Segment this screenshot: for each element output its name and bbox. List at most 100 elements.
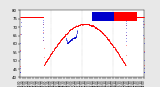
Point bbox=[82, 23, 84, 25]
Point bbox=[88, 24, 90, 25]
Point bbox=[46, 58, 49, 60]
Point bbox=[78, 24, 81, 25]
Point bbox=[43, 64, 46, 65]
Point bbox=[57, 42, 60, 44]
Point bbox=[82, 24, 84, 25]
Point bbox=[54, 46, 57, 48]
Point bbox=[62, 36, 65, 37]
Point bbox=[54, 47, 57, 48]
Point bbox=[70, 28, 73, 29]
Point bbox=[82, 23, 85, 25]
Point bbox=[87, 24, 89, 25]
Point bbox=[103, 34, 105, 35]
Point bbox=[33, 16, 36, 18]
Point bbox=[75, 25, 78, 26]
Point bbox=[90, 25, 92, 26]
Point bbox=[120, 57, 122, 59]
Point bbox=[136, 16, 138, 18]
Point bbox=[101, 32, 104, 33]
Point bbox=[126, 16, 128, 18]
Point bbox=[79, 24, 81, 25]
Point bbox=[126, 16, 129, 18]
Point bbox=[139, 16, 141, 18]
Point bbox=[29, 16, 31, 18]
Point bbox=[60, 38, 63, 40]
Point bbox=[72, 27, 74, 28]
Point bbox=[72, 27, 74, 28]
Point bbox=[72, 27, 75, 28]
Point bbox=[89, 24, 92, 25]
Point bbox=[75, 25, 78, 27]
Point bbox=[74, 26, 77, 27]
Point bbox=[76, 25, 79, 27]
Point bbox=[107, 39, 109, 40]
Point bbox=[119, 56, 121, 57]
Point bbox=[48, 56, 51, 57]
Point bbox=[84, 23, 86, 25]
Point bbox=[101, 32, 103, 33]
Point bbox=[63, 36, 66, 37]
Point bbox=[26, 16, 28, 18]
Point bbox=[60, 38, 63, 39]
Point bbox=[45, 60, 48, 62]
Point bbox=[57, 42, 60, 44]
Point bbox=[142, 16, 144, 18]
Point bbox=[73, 37, 76, 38]
Point bbox=[128, 16, 131, 18]
Point bbox=[37, 16, 40, 18]
Point bbox=[68, 41, 70, 42]
Point bbox=[105, 37, 108, 38]
Point bbox=[40, 16, 42, 18]
Point bbox=[35, 16, 38, 18]
Point bbox=[47, 58, 49, 59]
Point bbox=[73, 37, 75, 39]
Point bbox=[76, 25, 78, 26]
Point bbox=[135, 16, 138, 18]
Point bbox=[68, 30, 71, 31]
Point bbox=[38, 16, 40, 18]
Point bbox=[125, 25, 127, 26]
Point bbox=[98, 30, 101, 31]
Point bbox=[32, 16, 34, 18]
Point bbox=[55, 46, 58, 47]
Point bbox=[24, 16, 26, 18]
Point bbox=[24, 16, 26, 18]
Point bbox=[104, 35, 106, 36]
Point bbox=[72, 37, 74, 39]
Point bbox=[114, 48, 116, 50]
Point bbox=[22, 16, 25, 18]
Point bbox=[36, 16, 39, 18]
Point bbox=[28, 16, 30, 18]
Point bbox=[34, 16, 36, 18]
Point bbox=[137, 16, 140, 18]
Point bbox=[86, 23, 88, 25]
Point bbox=[121, 60, 124, 61]
Point bbox=[112, 46, 114, 47]
Point bbox=[31, 16, 34, 18]
Point bbox=[137, 16, 139, 18]
Point bbox=[76, 25, 78, 26]
Point bbox=[63, 36, 65, 37]
Point bbox=[64, 33, 67, 35]
Point bbox=[24, 16, 27, 18]
Point bbox=[108, 39, 110, 40]
Point bbox=[76, 29, 78, 30]
Point bbox=[116, 52, 119, 53]
Point bbox=[33, 16, 36, 18]
Point bbox=[55, 46, 58, 47]
Point bbox=[106, 37, 108, 39]
Point bbox=[72, 37, 75, 39]
Point bbox=[62, 36, 65, 37]
Point bbox=[135, 16, 138, 18]
Point bbox=[44, 62, 46, 64]
Point bbox=[87, 23, 90, 25]
Point bbox=[57, 42, 60, 44]
Point bbox=[25, 16, 27, 18]
Point bbox=[33, 16, 35, 18]
Point bbox=[65, 33, 67, 35]
Point bbox=[45, 60, 48, 62]
Point bbox=[57, 42, 60, 44]
Point bbox=[69, 28, 72, 30]
Point bbox=[36, 16, 39, 18]
Point bbox=[58, 41, 61, 43]
